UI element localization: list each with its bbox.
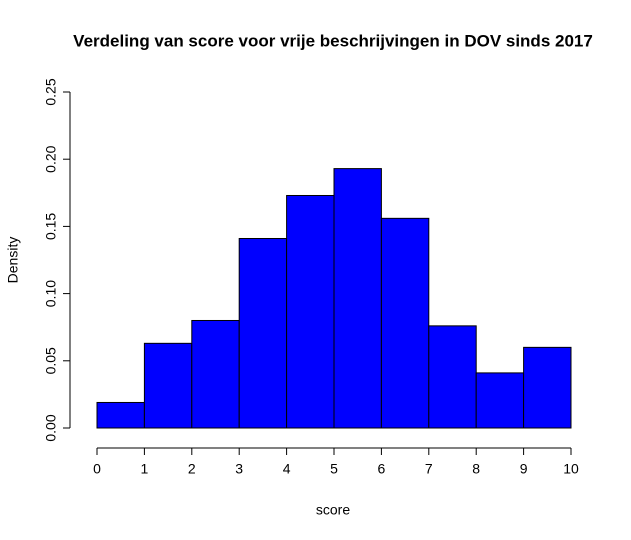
y-tick-label: 0.10	[43, 280, 59, 307]
y-tick-label: 0.15	[43, 213, 59, 240]
chart-title: Verdeling van score voor vrije beschrijv…	[73, 31, 593, 50]
y-tick-label: 0.00	[43, 414, 59, 441]
bar	[238, 237, 288, 429]
x-tick-label: 0	[93, 461, 101, 477]
y-tick-label: 0.05	[43, 347, 59, 374]
bar	[143, 342, 193, 429]
bar	[523, 346, 572, 429]
x-tick-label: 3	[235, 461, 243, 477]
x-tick-label: 5	[330, 461, 338, 477]
bar	[380, 217, 430, 429]
bar	[286, 194, 335, 429]
x-tick-label: 1	[141, 461, 149, 477]
x-tick-label: 10	[563, 461, 579, 477]
x-tick-label: 2	[188, 461, 196, 477]
x-tick-label: 9	[520, 461, 528, 477]
y-tick-label: 0.25	[43, 78, 59, 105]
x-tick-label: 4	[283, 461, 291, 477]
y-axis-label: Density	[5, 237, 21, 284]
y-tick-label: 0.20	[43, 145, 59, 172]
bar	[191, 319, 240, 429]
bar	[333, 168, 382, 429]
x-tick-label: 6	[378, 461, 386, 477]
x-axis-label: score	[316, 502, 350, 518]
bar	[96, 401, 145, 429]
bar	[475, 372, 525, 429]
x-tick-label: 8	[472, 461, 480, 477]
bar	[428, 325, 477, 429]
x-tick-label: 7	[425, 461, 433, 477]
